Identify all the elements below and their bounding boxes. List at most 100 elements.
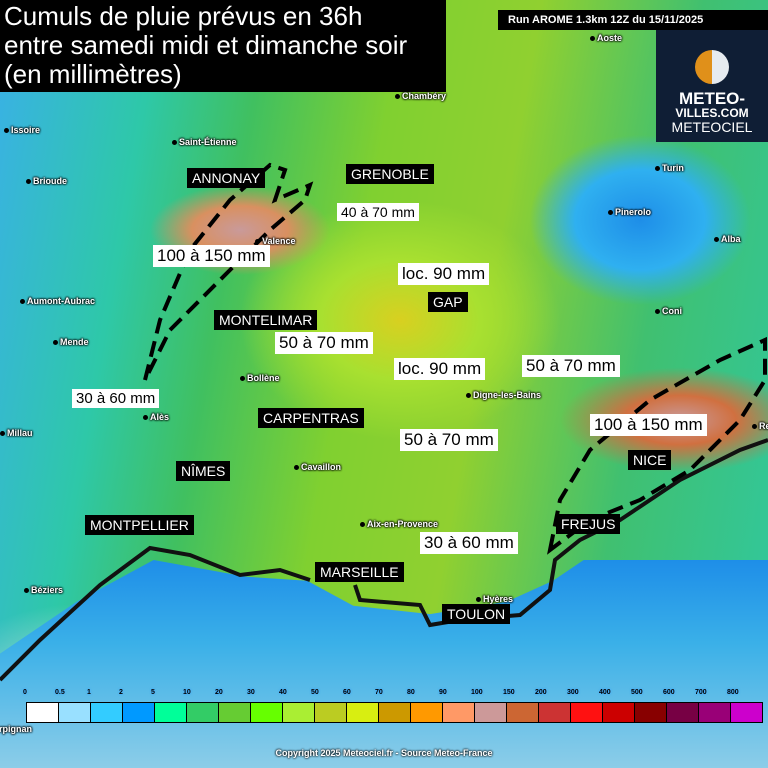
rain-annotation: 50 à 70 mm (400, 429, 498, 451)
legend-label: 600 (663, 689, 675, 696)
city-label: Saint-Étienne (172, 137, 237, 147)
map-title: Cumuls de pluie prévus en 36h entre same… (0, 0, 446, 92)
legend-swatch: 50 (311, 689, 347, 722)
legend-swatch: 800 (727, 689, 762, 722)
legend-label: 20 (215, 689, 223, 696)
city-label: Issoire (4, 125, 40, 135)
legend-swatch: 100 (471, 689, 507, 722)
city-label: Aoste (590, 33, 622, 43)
rain-annotation: loc. 90 mm (394, 358, 486, 380)
rain-annotation: 40 à 70 mm (337, 203, 419, 221)
title-line: entre samedi midi et dimanche soir (4, 30, 408, 60)
legend-label: 800 (727, 689, 739, 696)
city-label: Cavaillon (294, 462, 341, 472)
legend-label: 400 (599, 689, 611, 696)
major-city-label: CARPENTRAS (258, 408, 364, 428)
logo-text: METEO- (678, 89, 746, 108)
city-label: Bollène (240, 373, 280, 383)
city-label: Alès (143, 412, 169, 422)
major-city-label: GAP (428, 292, 468, 312)
legend-label: 40 (279, 689, 287, 696)
legend-swatch: 500 (631, 689, 667, 722)
legend-label: 1 (87, 689, 91, 696)
logo-text: METEOCIEL (671, 119, 753, 135)
legend-swatch: 0 (23, 689, 59, 722)
run-info: Run AROME 1.3km 12Z du 15/11/2025 (498, 10, 768, 30)
legend-swatch: 600 (663, 689, 699, 722)
legend-swatch: 20 (215, 689, 251, 722)
legend-swatch: 30 (247, 689, 283, 722)
color-legend: 0 0.5 1 2 5 10 20 30 40 50 60 70 80 90 100 150 200 300 400… (23, 689, 763, 723)
meteociel-logo: METEO- VILLES.COM METEOCIEL (656, 30, 768, 142)
legend-label: 80 (407, 689, 415, 696)
rain-annotation: loc. 90 mm (398, 263, 490, 285)
major-city-label: NÎMES (176, 461, 231, 481)
city-label: Chambéry (395, 91, 446, 101)
city-label: Hyères (476, 594, 513, 604)
legend-swatch: 0.5 (55, 689, 91, 722)
legend-label: 10 (183, 689, 191, 696)
legend-label: 2 (119, 689, 123, 696)
rain-annotation: 30 à 60 mm (72, 389, 160, 408)
legend-label: 200 (535, 689, 547, 696)
copyright: Copyright 2025 Meteociel.fr - Source Met… (275, 748, 493, 758)
city-label: Brioude (26, 176, 67, 186)
heavy-rain-zone-nice (547, 336, 767, 555)
major-city-label: MARSEILLE (315, 562, 404, 582)
coastline (0, 438, 768, 682)
legend-swatch: 1 (87, 689, 123, 722)
legend-label: 60 (343, 689, 351, 696)
legend-label: 700 (695, 689, 707, 696)
major-city-label: MONTELIMAR (214, 310, 318, 330)
major-city-label: FREJUS (556, 514, 621, 534)
rain-annotation: 50 à 70 mm (275, 332, 373, 354)
legend-label: 100 (471, 689, 483, 696)
legend-swatch: 700 (695, 689, 731, 722)
legend-swatch: 40 (279, 689, 315, 722)
legend-swatch: 400 (599, 689, 635, 722)
legend-label: 70 (375, 689, 383, 696)
legend-swatch: 80 (407, 689, 443, 722)
heavy-rain-zone-annonay (143, 162, 314, 381)
legend-label: 90 (439, 689, 447, 696)
rain-annotation: 100 à 150 mm (590, 414, 707, 436)
legend-label: 50 (311, 689, 319, 696)
legend-label: 30 (247, 689, 255, 696)
legend-swatch: 150 (503, 689, 539, 722)
city-label: Béziers (24, 585, 63, 595)
rain-annotation: 30 à 60 mm (420, 532, 518, 554)
legend-swatch: 70 (375, 689, 411, 722)
legend-swatch: 300 (567, 689, 603, 722)
city-label: Valence (255, 236, 296, 246)
major-city-label: ANNONAY (187, 168, 266, 188)
major-city-label: TOULON (442, 604, 511, 624)
logo-text: VILLES.COM (675, 106, 749, 120)
rain-annotation: 100 à 150 mm (153, 245, 270, 267)
legend-swatch: 90 (439, 689, 475, 722)
rain-annotation: 50 à 70 mm (522, 355, 620, 377)
legend-swatch: 10 (183, 689, 219, 722)
city-label: Alba (714, 234, 741, 244)
legend-label: 0 (23, 689, 27, 696)
city-label: Digne-les-Bains (466, 390, 541, 400)
legend-swatch: 60 (343, 689, 379, 722)
city-label: Remo (752, 421, 768, 431)
legend-label: 500 (631, 689, 643, 696)
major-city-label: NICE (628, 450, 672, 470)
legend-label: 5 (151, 689, 155, 696)
legend-swatch: 2 (119, 689, 155, 722)
city-label: Aix-en-Provence (360, 519, 438, 529)
legend-swatch: 5 (151, 689, 187, 722)
major-city-label: MONTPELLIER (85, 515, 194, 535)
city-label: Aumont-Aubrac (20, 296, 95, 306)
title-line: Cumuls de pluie prévus en 36h (4, 1, 363, 31)
city-label: Coni (655, 306, 682, 316)
legend-label: 300 (567, 689, 579, 696)
city-label: Mende (53, 337, 89, 347)
city-label: Pinerolo (608, 207, 651, 217)
legend-swatch: 200 (535, 689, 571, 722)
major-city-label: GRENOBLE (346, 164, 434, 184)
logo-sun-icon (695, 50, 729, 84)
